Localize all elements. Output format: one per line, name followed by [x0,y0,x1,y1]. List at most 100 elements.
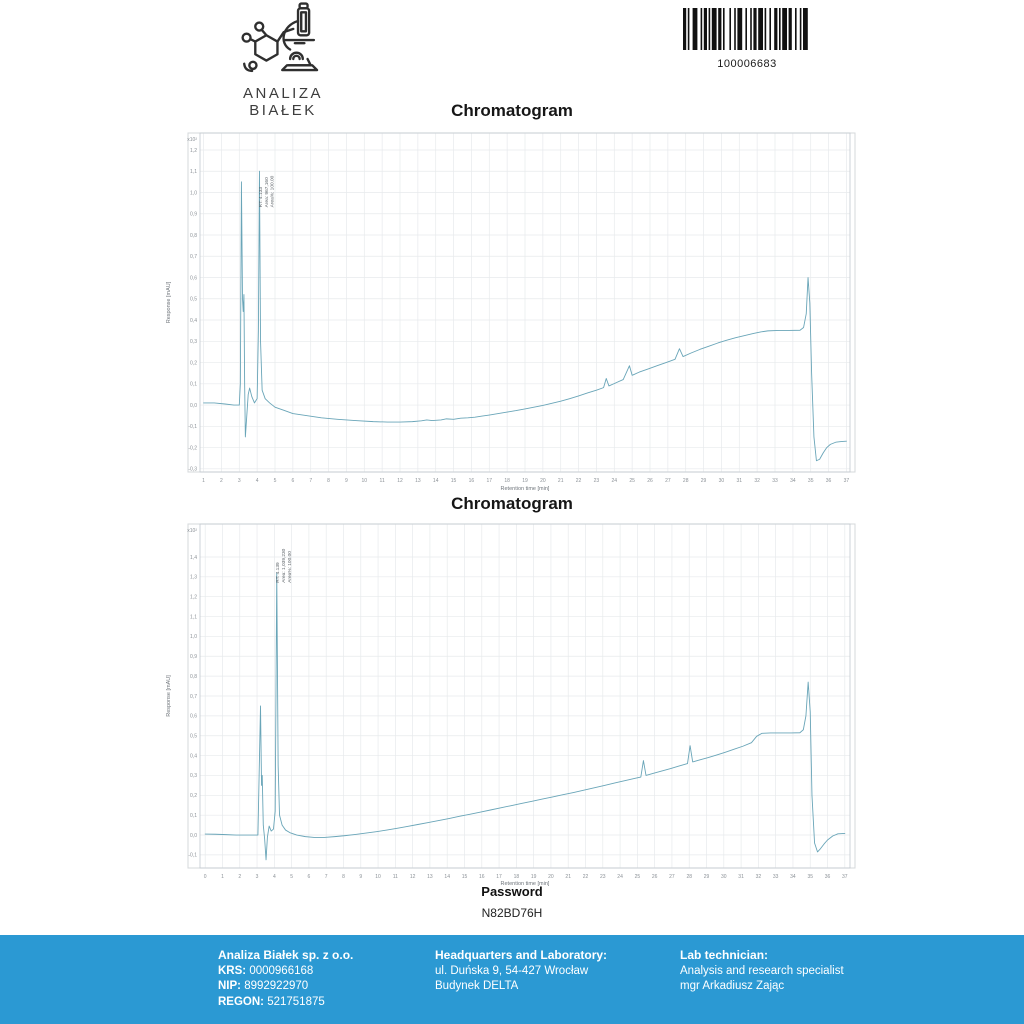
svg-text:1,2: 1,2 [190,594,197,600]
svg-text:28: 28 [683,478,689,484]
svg-text:3: 3 [256,874,259,880]
svg-text:21: 21 [558,478,564,484]
svg-text:1,3: 1,3 [190,575,197,581]
logo-text: ANALIZA BIAŁEK [242,85,324,119]
svg-text:17: 17 [487,478,493,484]
svg-text:25: 25 [629,478,635,484]
footer-company-block: Analiza Białek sp. z o.o. KRS: 000096616… [218,948,353,1010]
svg-text:0,5: 0,5 [190,297,197,303]
svg-text:0,5: 0,5 [190,734,197,740]
chart-title: Chromatogram [451,494,573,513]
svg-text:-0,1: -0,1 [188,853,197,859]
svg-text:21: 21 [565,874,571,880]
svg-text:Response [mAU]: Response [mAU] [166,281,172,323]
svg-text:30: 30 [721,874,727,880]
svg-text:Response [mAU]: Response [mAU] [166,675,172,717]
svg-text:34: 34 [790,874,796,880]
company-krs: KRS: 0000966168 [218,964,314,977]
svg-text:22: 22 [576,478,582,484]
svg-text:RT: 4.139: RT: 4.139 [275,562,281,583]
svg-text:RT: 4.133: RT: 4.133 [258,187,264,208]
svg-text:14: 14 [433,478,439,484]
svg-text:20: 20 [548,874,554,880]
svg-text:9: 9 [345,478,348,484]
svg-text:6: 6 [308,874,311,880]
footer-technician-block: Lab technician: Analysis and research sp… [680,948,844,995]
svg-text:31: 31 [737,478,743,484]
molecule-microscope-icon [241,2,319,73]
svg-text:1,1: 1,1 [190,169,197,175]
barcode-number: 100006683 [717,58,777,70]
svg-text:1,0: 1,0 [190,634,197,640]
svg-text:20: 20 [540,478,546,484]
svg-text:8: 8 [327,478,330,484]
svg-text:11: 11 [380,478,385,484]
footer: Analiza Białek sp. z o.o. KRS: 000096616… [0,935,1024,1024]
svg-text:0,6: 0,6 [190,275,197,281]
svg-text:2: 2 [220,478,223,484]
address-title: Headquarters and Laboratory: [435,948,608,962]
svg-text:0,7: 0,7 [190,254,197,260]
svg-text:27: 27 [669,874,675,880]
svg-text:31: 31 [738,874,744,880]
svg-text:11: 11 [393,874,398,880]
svg-text:0,9: 0,9 [190,212,197,218]
svg-text:15: 15 [451,478,457,484]
svg-text:x10²: x10² [187,528,197,534]
svg-text:4: 4 [273,874,276,880]
technician-title: Lab technician: [680,948,769,962]
svg-text:0,4: 0,4 [190,318,197,324]
svg-text:0,1: 0,1 [190,382,197,388]
svg-text:0,8: 0,8 [190,674,197,680]
svg-text:33: 33 [772,478,778,484]
barcode-image [683,8,808,50]
svg-text:36: 36 [826,478,832,484]
barcode: 100006683 [672,8,822,70]
address-line2: Budynek DELTA [435,980,519,992]
svg-text:12: 12 [397,478,403,484]
svg-text:1,2: 1,2 [190,148,197,154]
svg-text:0,2: 0,2 [190,793,197,799]
svg-text:27: 27 [665,478,671,484]
svg-text:33: 33 [773,874,779,880]
svg-text:-0,2: -0,2 [188,445,197,451]
svg-text:32: 32 [756,874,762,880]
svg-text:14: 14 [444,874,450,880]
svg-text:37: 37 [844,478,850,484]
svg-text:Area%: 100.00: Area%: 100.00 [270,175,276,207]
svg-text:35: 35 [807,874,813,880]
svg-text:10: 10 [362,478,368,484]
svg-text:Retention time [min]: Retention time [min] [501,881,550,887]
svg-text:0,3: 0,3 [190,773,197,779]
svg-text:26: 26 [652,874,658,880]
svg-text:-0,1: -0,1 [188,424,197,430]
svg-text:0,0: 0,0 [190,833,197,839]
svg-text:30: 30 [719,478,725,484]
svg-text:3: 3 [238,478,241,484]
svg-text:10: 10 [375,874,381,880]
chart-title: Chromatogram [451,101,573,120]
company-logo: ANALIZA BIAŁEK [208,2,358,119]
svg-text:28: 28 [686,874,692,880]
svg-text:x10²: x10² [187,137,197,143]
svg-text:23: 23 [600,874,606,880]
svg-text:1,4: 1,4 [190,555,197,561]
svg-text:5: 5 [290,874,293,880]
svg-text:18: 18 [504,478,510,484]
chromatogram-chart-2: -0,1 0,0 0,1 0,2 0,3 0,4 0,5 0,6 0,7 0,8 0,9 1,0 1,1… [166,523,856,887]
svg-text:34: 34 [790,478,796,484]
company-nip: NIP: 8992922970 [218,980,309,992]
svg-text:24: 24 [612,478,618,484]
svg-text:-0,3: -0,3 [188,467,197,473]
svg-text:13: 13 [415,478,421,484]
svg-text:12: 12 [410,874,416,880]
footer-address-block: Headquarters and Laboratory: ul. Duńska … [435,948,607,995]
svg-text:2: 2 [238,874,241,880]
svg-text:0,4: 0,4 [190,753,197,759]
svg-text:0,2: 0,2 [190,360,197,366]
company-regon: REGON: 521751875 [218,995,325,1008]
svg-text:16: 16 [479,874,485,880]
svg-text:1: 1 [221,874,224,880]
svg-text:19: 19 [531,874,537,880]
company-name: Analiza Białek sp. z o.o. [218,948,354,962]
